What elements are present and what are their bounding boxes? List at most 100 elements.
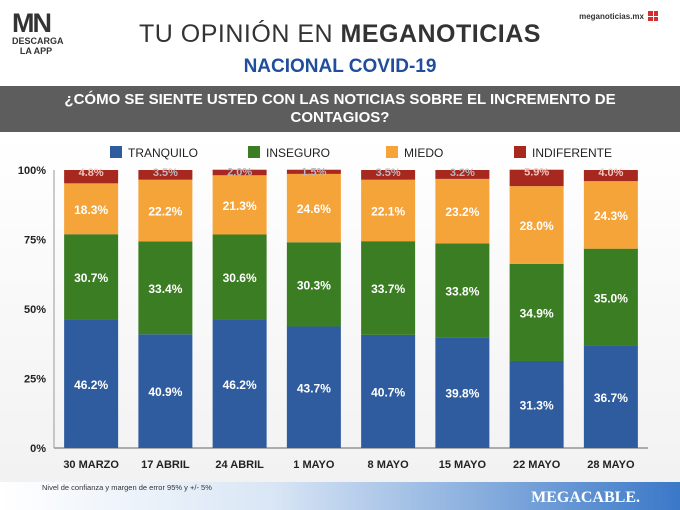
- data-label: 21.3%: [223, 199, 257, 213]
- x-tick-label: 17 ABRIL: [141, 459, 190, 471]
- question-line-2: CONTAGIOS?: [290, 109, 390, 126]
- bar-segment: [138, 241, 193, 335]
- bar-segment: [212, 319, 267, 448]
- page-title: TU OPINIÓN EN MEGANOTICIAS: [139, 20, 541, 48]
- data-label: 31.3%: [520, 398, 554, 412]
- y-tick-label: 50%: [24, 304, 46, 316]
- x-tick-label: 1 MAYO: [293, 459, 335, 471]
- data-label: 18.3%: [74, 203, 108, 217]
- bar-segment: [286, 169, 341, 174]
- logo-sub-2: LA APP: [19, 46, 53, 56]
- data-label: 5.9%: [524, 167, 549, 179]
- legend-swatch: [110, 146, 122, 158]
- legend-label: MIEDO: [404, 146, 443, 160]
- bar-segment: [509, 186, 564, 264]
- data-label: 33.8%: [445, 284, 479, 298]
- x-tick-label: 30 MARZO: [63, 459, 119, 471]
- bar-segment: [435, 337, 490, 448]
- bar-segment: [583, 248, 638, 346]
- y-tick-label: 100%: [18, 165, 46, 177]
- header: MN DESCARGA LA APP TU OPINIÓN EN MEGANOT…: [0, 0, 680, 86]
- bar-segment: [138, 179, 193, 242]
- bar-segment: [64, 183, 119, 235]
- bar-segment: [435, 178, 490, 244]
- x-tick-label: 8 MAYO: [368, 459, 410, 471]
- data-label: 30.6%: [223, 271, 257, 285]
- data-label: 1.5%: [301, 167, 326, 179]
- page-subtitle: NACIONAL COVID-19: [243, 56, 437, 77]
- legend-swatch: [386, 146, 398, 158]
- logo-sub-1: DESCARGA: [12, 36, 64, 46]
- bar-segment: [583, 345, 638, 448]
- data-label: 43.7%: [297, 381, 331, 395]
- data-label: 34.9%: [520, 306, 554, 320]
- data-label: 30.7%: [74, 271, 108, 285]
- data-label: 30.3%: [297, 278, 331, 292]
- data-label: 4.0%: [598, 167, 623, 179]
- data-label: 24.3%: [594, 209, 628, 223]
- bar-segment: [64, 170, 119, 184]
- data-label: 40.7%: [371, 385, 405, 399]
- bar-segment: [361, 241, 416, 335]
- question-line-1: ¿CÓMO SE SIENTE USTED CON LAS NOTICIAS S…: [64, 91, 616, 108]
- data-label: 2.0%: [227, 167, 252, 179]
- data-label: 22.1%: [371, 204, 405, 218]
- bar-segment: [212, 175, 267, 235]
- data-label: 46.2%: [74, 378, 108, 392]
- x-tick-label: 22 MAYO: [513, 459, 561, 471]
- bar-segment: [583, 170, 638, 182]
- bar-segment: [212, 234, 267, 320]
- data-label: 3.5%: [153, 167, 178, 179]
- bar-segment: [583, 181, 638, 249]
- bar-segment: [509, 360, 564, 448]
- flag-icon: [648, 11, 658, 21]
- bar-segment: [212, 169, 267, 176]
- legend-label: INDIFERENTE: [532, 146, 612, 160]
- bar-segment: [361, 170, 416, 180]
- data-label: 24.6%: [297, 202, 331, 216]
- data-label: 3.2%: [450, 167, 475, 179]
- site-url[interactable]: meganoticias.mx: [579, 12, 644, 21]
- bar-segment: [361, 334, 416, 448]
- x-tick-label: 24 ABRIL: [215, 459, 264, 471]
- stacked-bar-chart: 0% 25% 50% 75% 100% TRANQUILO INSEGURO MIEDO IND…: [18, 146, 648, 471]
- data-label: 22.2%: [148, 205, 182, 219]
- y-tick-label: 75%: [24, 235, 46, 247]
- y-tick-label: 25%: [24, 374, 46, 386]
- legend-swatch: [514, 146, 526, 158]
- footnote: Nivel de confianza y margen de error 95%…: [42, 483, 212, 492]
- data-label: 28.0%: [520, 219, 554, 233]
- bar-segment: [286, 326, 341, 448]
- data-label: 33.4%: [148, 282, 182, 296]
- data-label: 3.5%: [376, 167, 401, 179]
- legend-swatch: [248, 146, 260, 158]
- bar-segment: [138, 170, 193, 180]
- footer: Nivel de confianza y margen de error 95%…: [0, 482, 680, 510]
- y-tick-label: 0%: [30, 443, 46, 455]
- data-label: 46.2%: [223, 378, 257, 392]
- data-label: 4.8%: [79, 167, 104, 179]
- chart-panel: 0% 25% 50% 75% 100% TRANQUILO INSEGURO MIEDO IND…: [0, 132, 680, 482]
- data-label: 35.0%: [594, 291, 628, 305]
- data-label: 33.7%: [371, 282, 405, 296]
- bar-segment: [64, 319, 119, 448]
- data-label: 23.2%: [445, 205, 479, 219]
- bar-segment: [435, 243, 490, 338]
- bar-segment: [509, 263, 564, 361]
- bar-segment: [509, 169, 564, 187]
- x-tick-label: 15 MAYO: [439, 459, 487, 471]
- bar-segment: [286, 242, 341, 327]
- question-banner: ¿CÓMO SE SIENTE USTED CON LAS NOTICIAS S…: [0, 86, 680, 132]
- data-label: 36.7%: [594, 391, 628, 405]
- legend-label: INSEGURO: [266, 146, 330, 160]
- bar-segment: [361, 179, 416, 242]
- bar-segment: [138, 334, 193, 448]
- logo-mark: MN: [12, 8, 52, 38]
- meganoticias-logo[interactable]: MN DESCARGA LA APP: [12, 8, 64, 57]
- x-tick-label: 28 MAYO: [587, 459, 635, 471]
- bar-segment: [435, 170, 490, 179]
- legend-label: TRANQUILO: [128, 146, 198, 160]
- data-label: 40.9%: [148, 385, 182, 399]
- megacable-logo: MEGACABLE.: [531, 489, 640, 506]
- data-label: 39.8%: [445, 387, 479, 401]
